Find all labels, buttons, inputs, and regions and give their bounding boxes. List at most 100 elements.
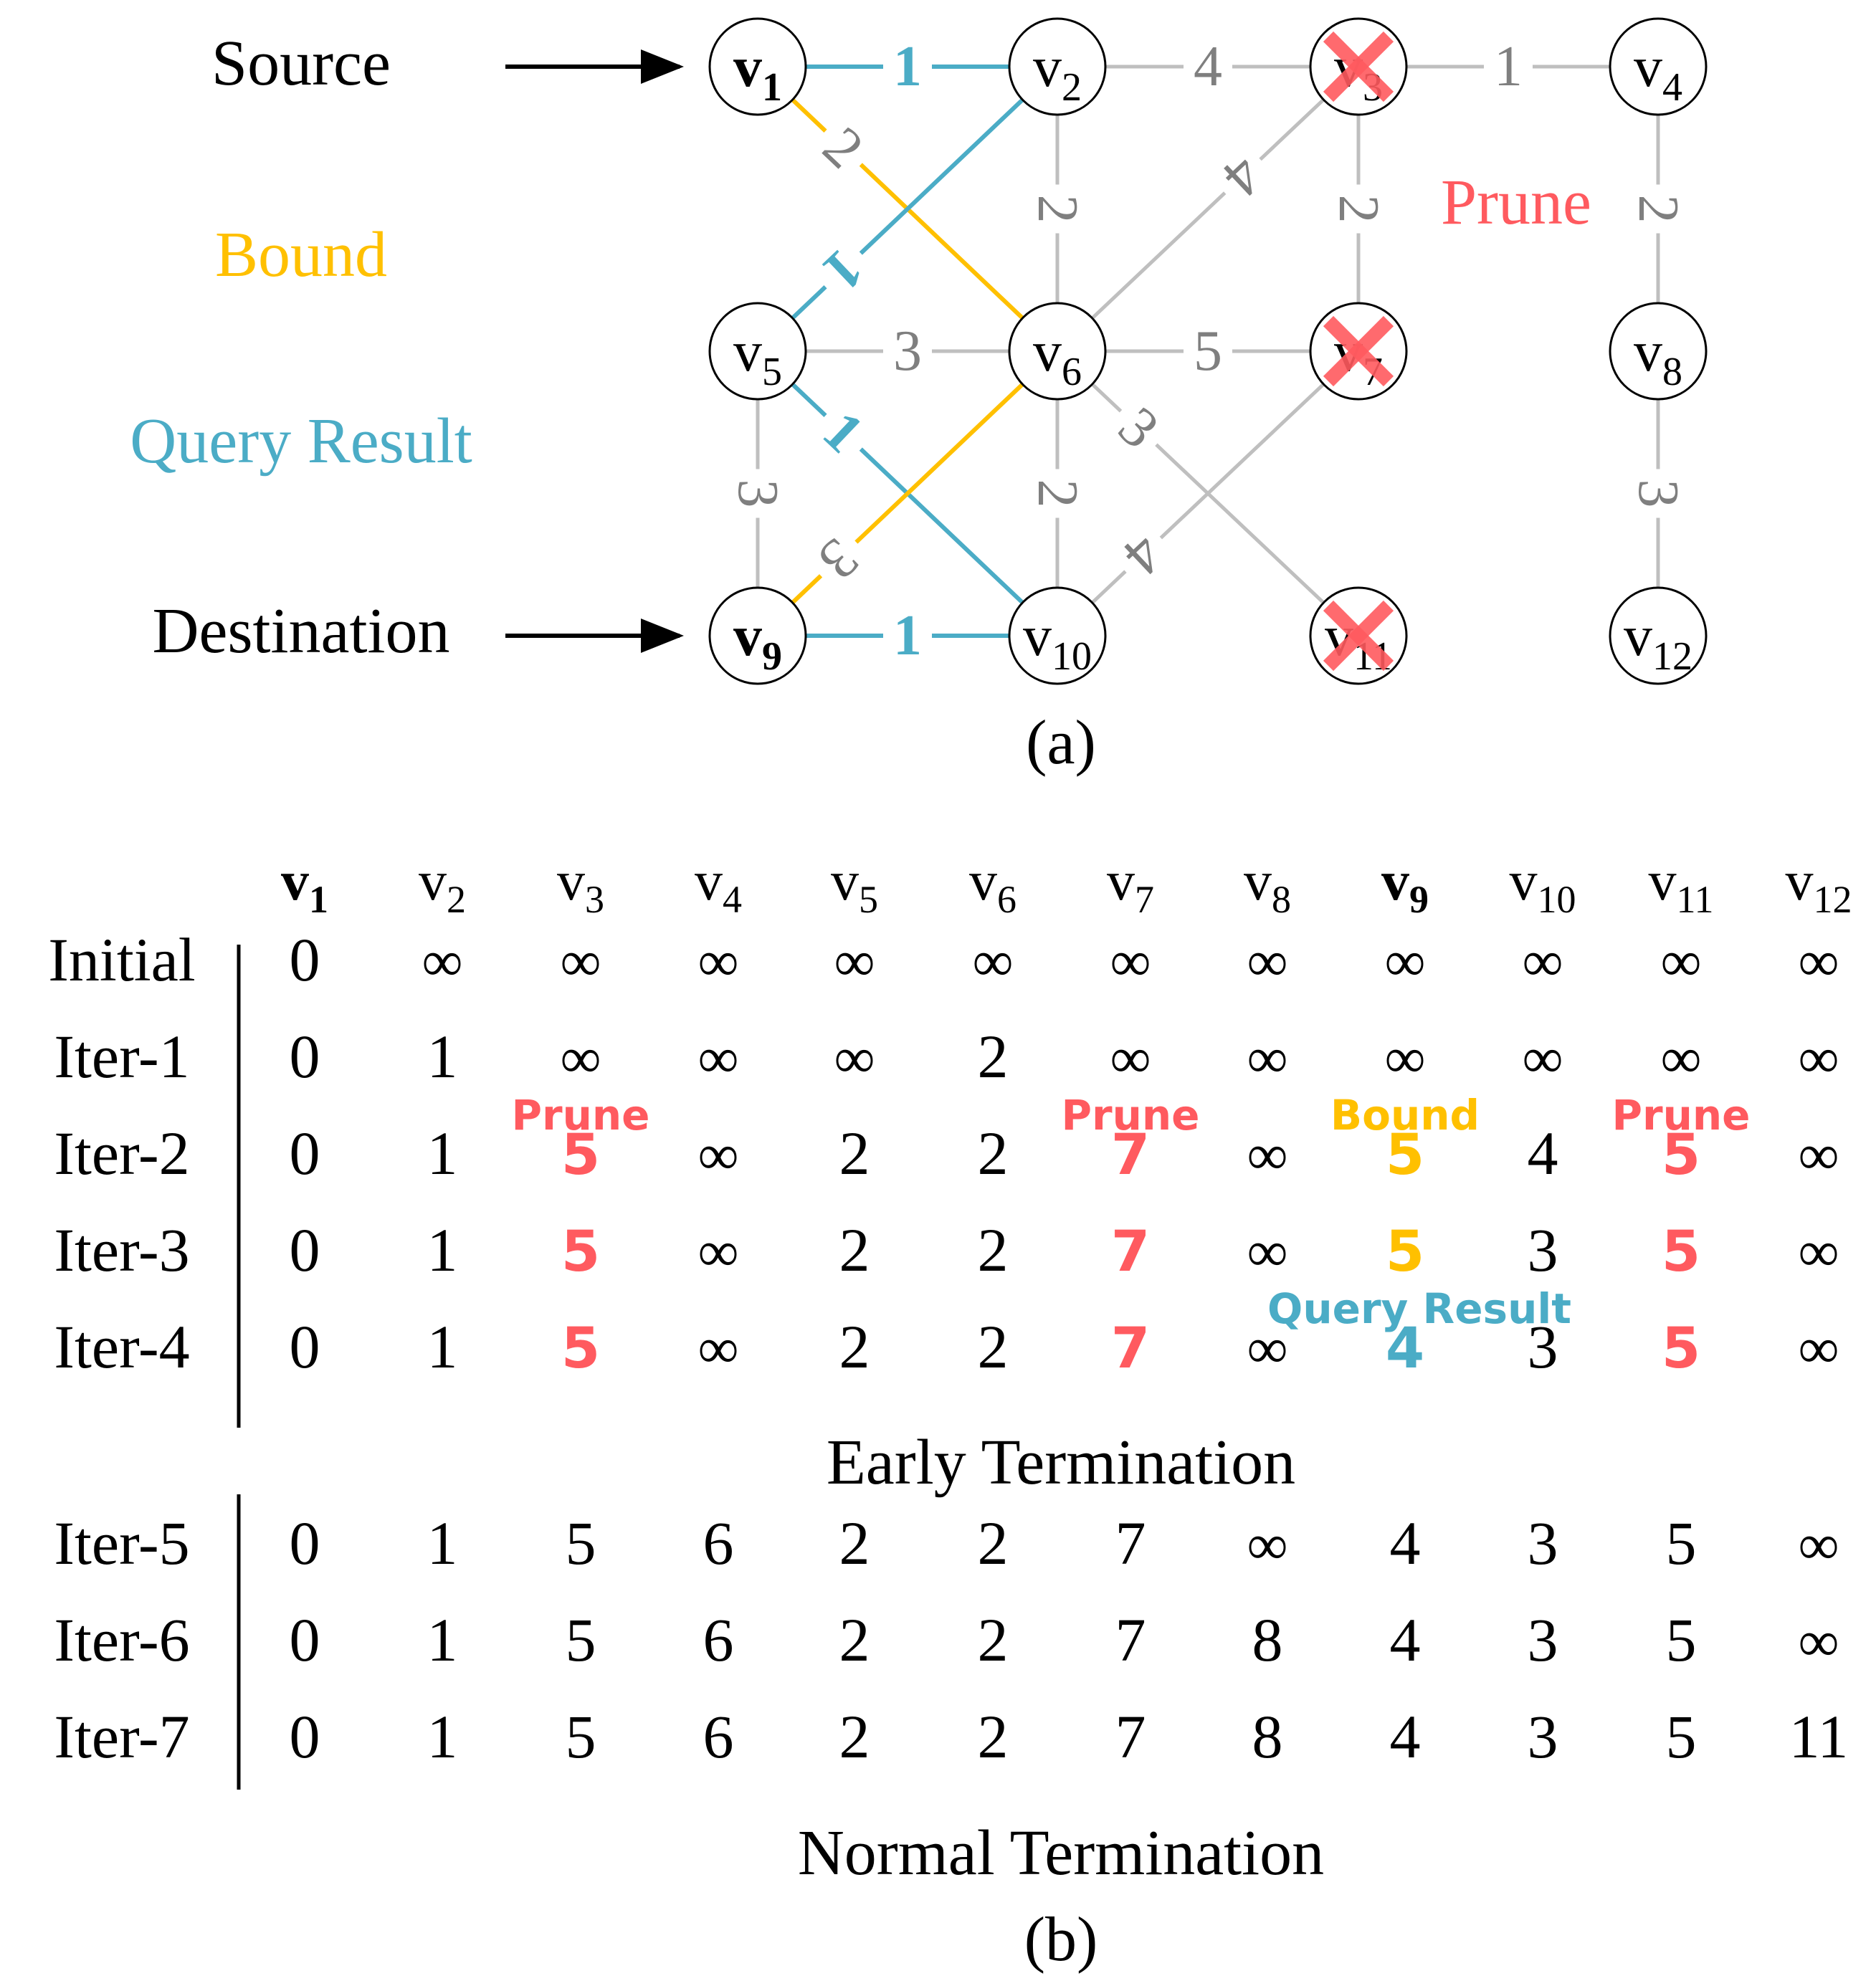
- table-cell: ∞: [697, 930, 738, 993]
- table-cell: 11: [1789, 1702, 1849, 1771]
- table-cell: 2: [839, 1702, 870, 1771]
- column-header: v2: [419, 849, 466, 921]
- table-cell: 1: [427, 1702, 458, 1771]
- table-cell: 0: [290, 1312, 320, 1381]
- table-cell: 6: [703, 1509, 734, 1577]
- node-v5: v5: [708, 302, 807, 401]
- node-label: v12: [1624, 605, 1692, 679]
- table-cell: ∞: [1110, 1027, 1151, 1090]
- column-header: v7: [1107, 849, 1154, 921]
- table-cell: ∞: [1660, 930, 1701, 993]
- table-cell: 4: [1390, 1509, 1421, 1577]
- edge-weight: 3: [726, 479, 789, 508]
- table-row: Initial 0 ∞ ∞ ∞ ∞ ∞ ∞ ∞ ∞ ∞ ∞ ∞: [48, 925, 1839, 994]
- table-cell: 2: [839, 1605, 870, 1674]
- annotation-query: Query Result: [1267, 1284, 1571, 1333]
- table-cell: 5: [1386, 1220, 1424, 1284]
- table-cell: 4: [1390, 1605, 1421, 1674]
- table-cell: 0: [290, 1702, 320, 1771]
- table-cell: ∞: [697, 1221, 738, 1284]
- table-cell: ∞: [1384, 1027, 1425, 1090]
- node-label: v2: [1033, 36, 1082, 110]
- table-cell: 2: [839, 1312, 870, 1381]
- table-cell: 2: [978, 1702, 1009, 1771]
- table-cell: ∞: [1798, 1317, 1839, 1380]
- table-cell: 2: [978, 1509, 1009, 1577]
- edge-v6-v7: 5: [1105, 320, 1310, 383]
- table-cell: ∞: [1798, 1610, 1839, 1674]
- row-label: Iter-4: [54, 1312, 189, 1381]
- table-cell: 4: [1386, 1317, 1424, 1381]
- row-label: Iter-2: [54, 1119, 189, 1188]
- table-cell: ∞: [1522, 930, 1563, 993]
- node-label: v9: [733, 605, 782, 679]
- table-cell: 0: [290, 1605, 320, 1674]
- table-cell: ∞: [1798, 1124, 1839, 1187]
- table-cell: 4: [1390, 1702, 1421, 1771]
- edge-v8-v12: 3: [1627, 399, 1690, 588]
- edge-weight: 2: [1026, 479, 1089, 508]
- table-cell: 0: [290, 1119, 320, 1188]
- table-cell: 8: [1252, 1605, 1283, 1674]
- table-row: Iter-6 0 1 5 6 2 2 7 8 4 3 5 ∞: [54, 1605, 1839, 1674]
- table-cell: ∞: [697, 1124, 738, 1187]
- prune-x-icon: [1323, 31, 1394, 102]
- table-row: Iter-7 0 1 5 6 2 2 7 8 4 3 5 11: [54, 1702, 1848, 1771]
- table-cell: ∞: [834, 930, 875, 993]
- annotation-prune: Prune: [1061, 1091, 1199, 1140]
- column-header: v3: [557, 849, 604, 921]
- caption-b: (b): [1024, 1905, 1098, 1975]
- table-cell: 7: [1115, 1605, 1146, 1674]
- table-cell: 1: [427, 1605, 458, 1674]
- table-cell: 3: [1528, 1312, 1558, 1381]
- table-cell: 4: [1528, 1119, 1558, 1188]
- annotation-prune: Prune: [1611, 1091, 1750, 1140]
- node-v1: v1: [708, 17, 807, 116]
- table-cell: 1: [427, 1119, 458, 1188]
- table-cell: 5: [1666, 1509, 1697, 1577]
- table-row: Iter-5 0 1 5 6 2 2 7 ∞ 4 3 5 ∞: [54, 1509, 1839, 1577]
- column-header: v4: [695, 849, 742, 921]
- column-header: v11: [1649, 849, 1714, 921]
- table-cell: 0: [290, 1509, 320, 1577]
- table-cell: 3: [1528, 1605, 1558, 1674]
- table-cell: 6: [703, 1605, 734, 1674]
- destination-label: Destination: [153, 596, 450, 667]
- table-cell: 3: [1528, 1509, 1558, 1577]
- caption-a: (a): [1026, 708, 1096, 778]
- table-cell: ∞: [1798, 1221, 1839, 1284]
- node-v11: v11: [1309, 586, 1408, 685]
- node-v12: v12: [1609, 586, 1708, 685]
- table-cell: ∞: [834, 1027, 875, 1090]
- table-cell: 7: [1115, 1509, 1146, 1577]
- table-cell: ∞: [1110, 930, 1151, 993]
- edge-weight: 1: [893, 604, 922, 667]
- edge-v6-v10: 2: [1026, 399, 1089, 588]
- table-cell: ∞: [1247, 1514, 1287, 1577]
- annotation-prune: Prune: [511, 1091, 649, 1140]
- table-row: Iter-3 0 1 5 ∞ 2 2 7 ∞ 5 3 5 ∞: [54, 1216, 1839, 1284]
- row-label: Iter-7: [54, 1702, 189, 1771]
- row-label: Initial: [48, 925, 195, 994]
- table-cell: ∞: [1798, 1027, 1839, 1090]
- edge-v3-v7: 2: [1327, 115, 1390, 303]
- edge-weight: 3: [1627, 479, 1690, 508]
- edge-v2-v3: 4: [1105, 35, 1310, 98]
- table-cell: ∞: [1247, 1221, 1287, 1284]
- table-cell: 5: [1666, 1702, 1697, 1771]
- table-cell: 7: [1111, 1220, 1150, 1284]
- node-v6: v6: [1008, 302, 1107, 401]
- table-cell: 5: [1662, 1123, 1700, 1188]
- prune-x-icon: [1323, 600, 1394, 672]
- table-cell: 3: [1528, 1702, 1558, 1771]
- table-cell: 2: [839, 1216, 870, 1284]
- node-label: v5: [733, 320, 782, 394]
- table-cell: 8: [1252, 1702, 1283, 1771]
- edge-weight: 1: [1494, 35, 1523, 98]
- table-cell: 1: [427, 1216, 458, 1284]
- table-cell: ∞: [1660, 1027, 1701, 1090]
- table-cell: ∞: [1384, 930, 1425, 993]
- table-cell: 1: [427, 1509, 458, 1577]
- table-cell: 2: [839, 1119, 870, 1188]
- graph-panel: Source Bound Query Result Destination Pr…: [130, 17, 1708, 778]
